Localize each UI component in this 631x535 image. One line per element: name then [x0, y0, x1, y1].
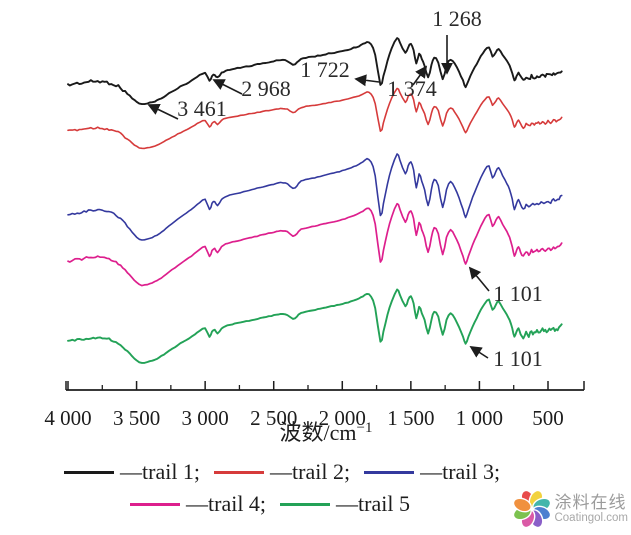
watermark: 涂料在线 Coatingol.com [512, 489, 628, 529]
spectrum-trace-trail-5 [67, 288, 563, 364]
annotation-arrow [147, 104, 179, 120]
x-axis-tick-label: 500 [532, 406, 564, 430]
coatingol-logo-icon [513, 489, 552, 529]
x-axis-tick-label: 4 000 [44, 406, 91, 430]
legend-label: —trail 2; [270, 459, 351, 484]
x-axis-tick-label: 2 500 [250, 406, 297, 430]
peak-annotation-3461: 3 461 [147, 96, 227, 121]
peak-annotations: 3 461 2 968 1 722 1 374 1 268 1 101 1 101 [147, 6, 543, 371]
annotation-arrow [354, 74, 380, 87]
spectrum-trace-trail-3 [67, 153, 563, 241]
legend-item-trail4: —trail 4; [130, 493, 266, 515]
legend-row-2: —trail 4; —trail 5 [130, 491, 410, 517]
logo-petal [513, 497, 533, 513]
legend-label: —trail 5 [336, 491, 410, 516]
legend-row-1: —trail 1; —trail 2; —trail 3; [64, 459, 500, 485]
legend-swatch [130, 502, 180, 506]
x-axis-title: 波数/cm−1 [280, 420, 373, 445]
x-axis-tick-label: 1 500 [387, 406, 434, 430]
legend-swatch [364, 470, 415, 474]
legend-label: —trail 3; [420, 459, 501, 484]
legend-label: —trail 4; [186, 491, 267, 516]
peak-annotation-1101: 1 101 [469, 346, 543, 371]
spectra-chart: 4 000 3 500 3 000 2 500 2 000 1 500 1 000 500 3… [44, 6, 585, 445]
peak-annotation-2968: 2 968 [212, 76, 291, 101]
spectra-traces [67, 37, 563, 364]
annotation-arrow [212, 79, 243, 95]
watermark-text: 涂料在线 Coatingol.com [554, 492, 628, 524]
annotation-arrow [468, 266, 490, 292]
legend-label: —trail 1; [120, 459, 201, 484]
x-axis-tick-label: 1 000 [456, 406, 503, 430]
annotation-label: 1 101 [493, 281, 543, 306]
spectrum-trace-trail-2 [67, 87, 563, 150]
annotation-label: 1 268 [432, 6, 482, 31]
legend-item-trail2: —trail 2; [214, 461, 350, 483]
watermark-en-text: Coatingol.com [554, 511, 628, 524]
annotation-arrow [469, 346, 489, 359]
peak-annotation-1722: 1 722 [300, 57, 380, 87]
annotation-label: 2 968 [241, 76, 291, 101]
x-axis: 4 000 3 500 3 000 2 500 2 000 1 500 1 000 500 [44, 381, 585, 430]
x-axis-tick-label: 2 000 [319, 406, 366, 430]
spectrum-trace-trail-1 [67, 37, 563, 106]
annotation-label: 1 101 [493, 346, 543, 371]
peak-annotation-1101: 1 101 [468, 266, 543, 306]
peak-annotation-1374: 1 374 [387, 65, 437, 101]
legend-swatch [280, 502, 331, 506]
spectrum-trace-trail-4 [67, 202, 563, 287]
annotation-arrow [412, 65, 428, 86]
watermark-cn-text: 涂料在线 [554, 492, 627, 512]
annotation-label: 1 374 [387, 76, 437, 101]
annotation-label: 3 461 [177, 96, 227, 121]
legend-swatch [64, 470, 114, 474]
x-axis-tick-label: 3 000 [182, 406, 229, 430]
legend-item-trail5: —trail 5 [280, 493, 410, 515]
legend-item-trail3: —trail 3; [364, 461, 500, 483]
x-axis-tick-label: 3 500 [113, 406, 160, 430]
legend-item-trail1: —trail 1; [64, 461, 200, 483]
legend-swatch [214, 470, 265, 474]
annotation-label: 1 722 [300, 57, 350, 82]
peak-annotation-1268: 1 268 [432, 6, 482, 75]
